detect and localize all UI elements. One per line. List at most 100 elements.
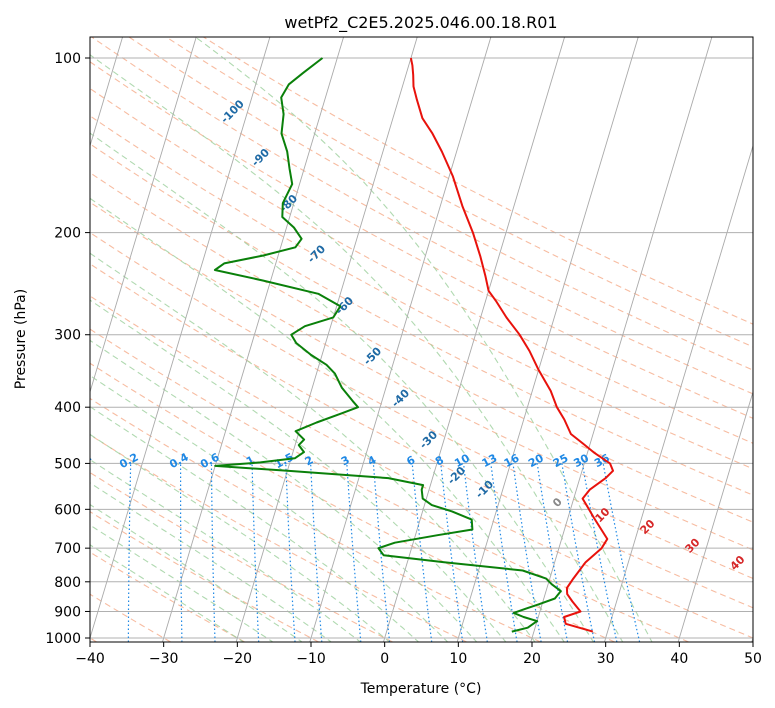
dry-adiabat bbox=[90, 61, 753, 419]
isotherm-line bbox=[456, 37, 639, 642]
y-tick-label: 700 bbox=[54, 541, 81, 557]
mixing-ratio-line bbox=[285, 463, 296, 642]
mixing-ratio-line bbox=[462, 463, 488, 642]
mixing-ratio-label: 30 bbox=[571, 451, 591, 470]
x-axis-title: Temperature (°C) bbox=[360, 681, 482, 697]
mixing-ratio-line bbox=[310, 463, 323, 642]
dry-adiabat-label: -100 bbox=[218, 97, 247, 126]
moist-adiabat bbox=[90, 544, 245, 642]
mixing-ratio-line bbox=[127, 463, 132, 642]
profile-series bbox=[213, 57, 614, 633]
x-tick-label: 0 bbox=[380, 651, 389, 667]
dry-adiabat-label: -40 bbox=[389, 386, 412, 409]
dry-adiabat-label: -50 bbox=[361, 344, 384, 367]
y-tick-label: 300 bbox=[54, 328, 81, 344]
mixing-ratio-label: 20 bbox=[526, 451, 546, 470]
y-tick-label: 400 bbox=[54, 400, 81, 416]
mixing-ratio-label: 36 bbox=[592, 451, 612, 470]
y-tick-label: 800 bbox=[54, 575, 81, 591]
mixing-ratio-line bbox=[440, 463, 464, 642]
x-tick-label: −40 bbox=[75, 651, 105, 667]
moist-adiabats bbox=[90, 37, 653, 642]
x-tick-label: 10 bbox=[449, 651, 467, 667]
dry-adiabat bbox=[128, 37, 753, 371]
mixing-ratio-label: 3 bbox=[339, 453, 352, 468]
mixing-ratio-line bbox=[210, 463, 216, 642]
dewpoint-line bbox=[213, 57, 562, 633]
dry-adiabat bbox=[91, 37, 753, 395]
x-tick-label: 20 bbox=[523, 651, 541, 667]
y-axis-title: Pressure (hPa) bbox=[13, 289, 29, 389]
moist-adiabat bbox=[90, 374, 449, 642]
isotherm-line bbox=[604, 144, 753, 642]
mixing-ratio-line bbox=[180, 463, 183, 642]
moist-adiabat bbox=[90, 482, 333, 642]
x-tick-label: 50 bbox=[744, 651, 762, 667]
dry-adiabat bbox=[90, 263, 753, 609]
mixing-ratio-label: 0.4 bbox=[167, 450, 191, 471]
mixing-ratio-lines bbox=[127, 463, 641, 642]
x-tick-label: 40 bbox=[670, 651, 688, 667]
isotherm-line bbox=[677, 390, 753, 642]
dry-adiabat-label: 20 bbox=[638, 517, 658, 537]
dry-adiabat bbox=[90, 397, 541, 642]
moist-adiabat bbox=[90, 299, 507, 642]
dry-adiabat bbox=[90, 328, 689, 642]
isotherm-line bbox=[751, 636, 753, 642]
moist-adiabat bbox=[90, 339, 478, 642]
dry-adiabat-label: -80 bbox=[277, 192, 300, 215]
dry-adiabat bbox=[90, 295, 753, 639]
x-tick-label: −30 bbox=[149, 651, 179, 667]
mixing-ratio-label: 6 bbox=[404, 453, 417, 468]
plot-frame bbox=[89, 36, 754, 643]
mixing-ratio-label: 4 bbox=[366, 453, 379, 468]
x-tick-label: −20 bbox=[223, 651, 253, 667]
moist-adiabat bbox=[90, 197, 565, 642]
x-tick-label: −10 bbox=[296, 651, 326, 667]
mixing-ratio-label: 16 bbox=[502, 451, 522, 470]
dry-adiabat bbox=[90, 362, 615, 642]
mixing-ratio-label: 2 bbox=[303, 453, 316, 468]
x-axis: −40 −30 −20 −10 0 10 20 30 40 50 bbox=[75, 642, 762, 667]
y-axis: 100 200 300 400 500 600 700 800 900 1000 bbox=[45, 51, 90, 647]
y-tick-label: 100 bbox=[54, 51, 81, 67]
y-tick-label: 200 bbox=[54, 226, 81, 242]
pressure-gridlines bbox=[90, 57, 753, 639]
mixing-ratio-label: 0.6 bbox=[198, 450, 222, 471]
moist-adiabat bbox=[90, 406, 420, 642]
mixing-ratio-line bbox=[346, 463, 362, 642]
dry-adiabat bbox=[165, 37, 753, 348]
y-tick-label: 1000 bbox=[45, 631, 81, 647]
mixing-ratio-line bbox=[602, 463, 641, 642]
mixing-ratio-label: 25 bbox=[551, 451, 571, 470]
isotherm-line bbox=[309, 37, 492, 642]
dry-adiabat bbox=[90, 87, 753, 444]
dry-adiabat-label: -70 bbox=[305, 242, 328, 265]
dry-adiabat bbox=[90, 201, 753, 551]
dry-adiabat-label: -10 bbox=[473, 478, 496, 501]
dry-adiabat bbox=[90, 471, 393, 642]
mixing-ratio-line bbox=[411, 463, 433, 642]
dry-adiabat bbox=[90, 232, 753, 580]
dry-adiabat-label: 30 bbox=[683, 535, 703, 555]
isotherms bbox=[90, 37, 753, 642]
mixing-ratio-label: 0.1 bbox=[70, 451, 93, 472]
isotherm-line bbox=[383, 37, 565, 642]
dry-adiabat-label: 0 bbox=[550, 495, 565, 510]
mixing-ratio-label: 1 bbox=[244, 453, 257, 468]
moist-adiabat bbox=[90, 503, 304, 642]
dry-adiabat bbox=[90, 593, 171, 642]
moist-adiabat bbox=[90, 132, 595, 642]
isotherm-line bbox=[90, 37, 271, 640]
dry-adiabat bbox=[90, 143, 753, 496]
mixing-ratio-label: 13 bbox=[480, 451, 500, 470]
isotherm-line bbox=[162, 37, 344, 642]
mixing-ratio-line bbox=[536, 463, 569, 642]
dry-adiabat bbox=[90, 434, 467, 642]
dry-adiabat-label: 40 bbox=[728, 553, 748, 573]
y-tick-label: 600 bbox=[54, 502, 81, 518]
isotherm-line bbox=[530, 37, 713, 642]
moist-adiabat bbox=[194, 37, 653, 642]
mixing-ratio-line bbox=[251, 463, 260, 642]
